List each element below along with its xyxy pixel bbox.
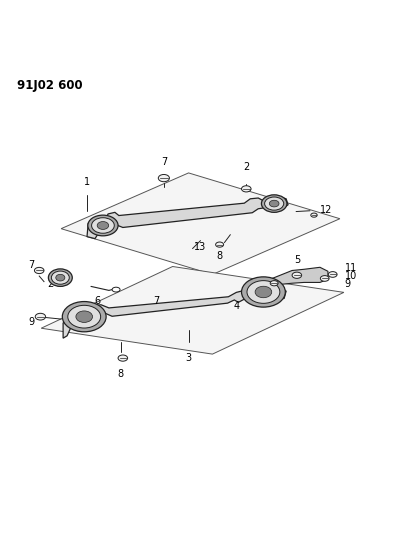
Polygon shape	[87, 196, 288, 239]
Polygon shape	[63, 285, 286, 338]
Ellipse shape	[34, 268, 44, 273]
Ellipse shape	[270, 281, 278, 286]
Text: 3: 3	[186, 353, 192, 363]
Ellipse shape	[247, 281, 280, 303]
Ellipse shape	[269, 200, 279, 207]
Ellipse shape	[56, 274, 65, 281]
Text: 7: 7	[161, 157, 167, 167]
Ellipse shape	[91, 217, 114, 233]
Ellipse shape	[158, 174, 170, 182]
Ellipse shape	[216, 242, 224, 247]
Ellipse shape	[241, 185, 251, 192]
Ellipse shape	[292, 272, 302, 278]
Text: 2: 2	[243, 161, 249, 172]
Ellipse shape	[118, 355, 128, 361]
Ellipse shape	[265, 197, 284, 210]
Ellipse shape	[68, 305, 101, 328]
Ellipse shape	[88, 215, 118, 236]
Polygon shape	[61, 173, 340, 274]
Ellipse shape	[255, 286, 272, 298]
Text: 12: 12	[320, 205, 332, 215]
Text: 7: 7	[28, 260, 34, 270]
Ellipse shape	[76, 311, 93, 322]
Text: 10: 10	[344, 271, 357, 281]
Text: 8: 8	[217, 251, 223, 261]
Text: 7: 7	[154, 296, 160, 306]
Text: 5: 5	[294, 255, 300, 264]
Ellipse shape	[49, 269, 72, 286]
Text: 13: 13	[194, 243, 206, 253]
Text: 11: 11	[344, 263, 357, 273]
Ellipse shape	[112, 287, 120, 292]
Text: 1: 1	[84, 177, 90, 187]
Ellipse shape	[62, 302, 106, 332]
Ellipse shape	[311, 213, 317, 217]
Ellipse shape	[261, 195, 287, 212]
Text: 9: 9	[28, 317, 34, 327]
Polygon shape	[41, 266, 344, 354]
Text: 4: 4	[233, 301, 239, 311]
Text: 6: 6	[94, 296, 100, 305]
Text: 9: 9	[344, 279, 351, 289]
Text: 91J02 600: 91J02 600	[17, 79, 83, 92]
Ellipse shape	[51, 271, 69, 284]
Ellipse shape	[35, 313, 46, 320]
Polygon shape	[272, 267, 328, 287]
Text: 8: 8	[118, 369, 124, 379]
Text: 2: 2	[47, 279, 53, 289]
Ellipse shape	[97, 222, 109, 229]
Ellipse shape	[320, 276, 329, 281]
Ellipse shape	[328, 272, 337, 277]
Ellipse shape	[241, 277, 286, 307]
